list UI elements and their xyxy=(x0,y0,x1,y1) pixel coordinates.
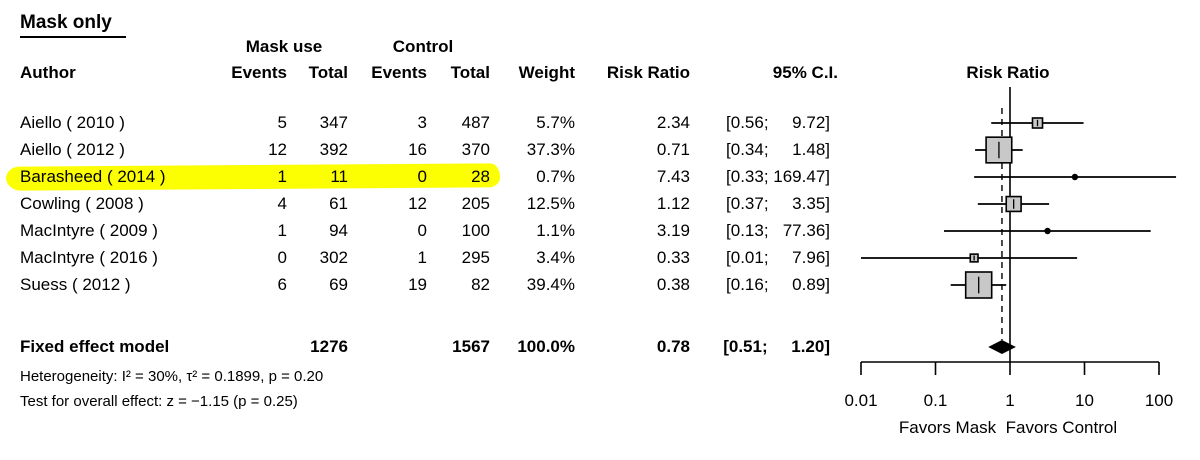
author-cell: Cowling ( 2008 ) xyxy=(20,194,144,213)
column-header-total-control: Total xyxy=(450,63,490,82)
x-axis-tick-label: 0.01 xyxy=(844,391,877,410)
ci-cell: [0.34; 1.48] xyxy=(726,140,830,159)
column-header-risk-ratio: Risk Ratio xyxy=(606,63,690,82)
author-cell: Barasheed ( 2014 ) xyxy=(20,167,166,186)
events-mask-cell: 0 xyxy=(277,248,287,267)
column-header-events-control: Events xyxy=(371,63,427,82)
summary-label: Fixed effect model xyxy=(20,337,170,356)
ci-cell: [0.37; 3.35] xyxy=(726,194,830,213)
risk-ratio-cell: 7.43 xyxy=(656,167,690,186)
group-header-control: Control xyxy=(392,37,454,56)
x-axis-tick-label: 100 xyxy=(1145,391,1173,410)
table-row: Aiello ( 2012 ) 12 392 16 370 37.3% 0.71 [0.34;… xyxy=(0,137,1200,163)
axis-footer-label: Favors Mask Favors Control xyxy=(898,418,1118,437)
page-title: Mask only xyxy=(20,12,126,38)
author-cell: Aiello ( 2010 ) xyxy=(20,113,125,132)
events-control-cell: 3 xyxy=(417,113,427,132)
table-row: MacIntyre ( 2016 ) 0 302 1 295 3.4% 0.33 [0.01;… xyxy=(0,245,1200,271)
total-mask-cell: 347 xyxy=(319,113,348,132)
total-mask-cell: 94 xyxy=(329,221,348,240)
x-axis-tick-label: 1 xyxy=(1005,391,1014,410)
risk-ratio-cell: 0.33 xyxy=(656,248,690,267)
table-row: MacIntyre ( 2009 ) 1 94 0 100 1.1% 3.19 [0.13; … xyxy=(0,218,1200,244)
column-header-plot-risk-ratio: Risk Ratio xyxy=(966,63,1050,82)
events-mask-cell: 4 xyxy=(277,194,287,213)
column-header-events-mask: Events xyxy=(231,63,287,82)
group-header-row: Mask use Control xyxy=(0,34,1200,60)
risk-ratio-cell: 1.12 xyxy=(656,194,690,213)
events-control-cell: 12 xyxy=(408,194,427,213)
total-mask-cell: 11 xyxy=(330,167,348,186)
column-header-row: Author Events Total Events Total Weight … xyxy=(0,60,1200,86)
author-cell: MacIntyre ( 2016 ) xyxy=(20,248,158,267)
weight-cell: 0.7% xyxy=(536,167,575,186)
table-row: Suess ( 2012 ) 6 69 19 82 39.4% 0.38 [0.16; 0.8… xyxy=(0,272,1200,298)
table-row: Barasheed ( 2014 ) 1 11 0 28 0.7% 7.43 [0.33; 1… xyxy=(0,164,1200,190)
ci-cell: [0.16; 0.89] xyxy=(726,275,830,294)
column-header-ci: 95% C.I. xyxy=(772,63,838,82)
total-control-cell: 82 xyxy=(471,275,490,294)
weight-cell: 39.4% xyxy=(526,275,575,294)
total-control-cell: 28 xyxy=(471,167,490,186)
total-mask-cell: 61 xyxy=(329,194,348,213)
column-header-total-mask: Total xyxy=(308,63,348,82)
summary-row: Fixed effect model 1276 1567 100.0% 0.78… xyxy=(0,334,1200,360)
summary-total-mask: 1276 xyxy=(310,337,348,356)
x-axis-tick-label: 0.1 xyxy=(924,391,948,410)
summary-ci: [0.51; 1.20] xyxy=(723,337,830,356)
events-control-cell: 1 xyxy=(417,248,427,267)
weight-cell: 5.7% xyxy=(536,113,575,132)
total-mask-cell: 69 xyxy=(329,275,348,294)
risk-ratio-cell: 0.38 xyxy=(656,275,690,294)
events-control-cell: 19 xyxy=(408,275,427,294)
ci-cell: [0.13; 77.36] xyxy=(726,221,830,240)
summary-risk-ratio: 0.78 xyxy=(656,337,690,356)
x-axis-tick-label: 10 xyxy=(1075,391,1094,410)
table-row: Cowling ( 2008 ) 4 61 12 205 12.5% 1.12 [0.37; … xyxy=(0,191,1200,217)
summary-total-control: 1567 xyxy=(452,337,490,356)
events-control-cell: 0 xyxy=(417,167,427,186)
author-cell: MacIntyre ( 2009 ) xyxy=(20,221,158,240)
total-mask-cell: 392 xyxy=(319,140,348,159)
total-control-cell: 487 xyxy=(461,113,490,132)
author-cell: Aiello ( 2012 ) xyxy=(20,140,125,159)
author-cell: Suess ( 2012 ) xyxy=(20,275,131,294)
events-mask-cell: 1 xyxy=(277,221,287,240)
column-header-weight: Weight xyxy=(518,63,575,82)
events-mask-cell: 12 xyxy=(268,140,287,159)
total-control-cell: 205 xyxy=(461,194,490,213)
risk-ratio-cell: 3.19 xyxy=(656,221,690,240)
risk-ratio-cell: 2.34 xyxy=(656,113,690,132)
total-control-cell: 295 xyxy=(461,248,490,267)
weight-cell: 37.3% xyxy=(526,140,575,159)
total-control-cell: 370 xyxy=(461,140,490,159)
events-mask-cell: 5 xyxy=(277,113,287,132)
weight-cell: 1.1% xyxy=(536,221,575,240)
table-row: Aiello ( 2010 ) 5 347 3 487 5.7% 2.34 [0.56; 9.… xyxy=(0,110,1200,136)
total-control-cell: 100 xyxy=(461,221,490,240)
ci-cell: [0.01; 7.96] xyxy=(726,248,830,267)
events-mask-cell: 1 xyxy=(277,167,287,186)
group-header-mask-use: Mask use xyxy=(245,37,323,56)
ci-cell: [0.33; 169.47] xyxy=(726,167,830,186)
weight-cell: 12.5% xyxy=(526,194,575,213)
summary-weight: 100.0% xyxy=(517,337,575,356)
events-control-cell: 16 xyxy=(408,140,427,159)
total-mask-cell: 302 xyxy=(319,248,348,267)
column-header-author: Author xyxy=(20,63,76,82)
events-mask-cell: 6 xyxy=(277,275,287,294)
risk-ratio-cell: 0.71 xyxy=(656,140,690,159)
heterogeneity-text: Heterogeneity: I² = 30%, τ² = 0.1899, p … xyxy=(20,368,324,385)
weight-cell: 3.4% xyxy=(536,248,575,267)
overall-effect-text: Test for overall effect: z = −1.15 (p = … xyxy=(20,393,298,410)
events-control-cell: 0 xyxy=(417,221,427,240)
ci-cell: [0.56; 9.72] xyxy=(726,113,830,132)
